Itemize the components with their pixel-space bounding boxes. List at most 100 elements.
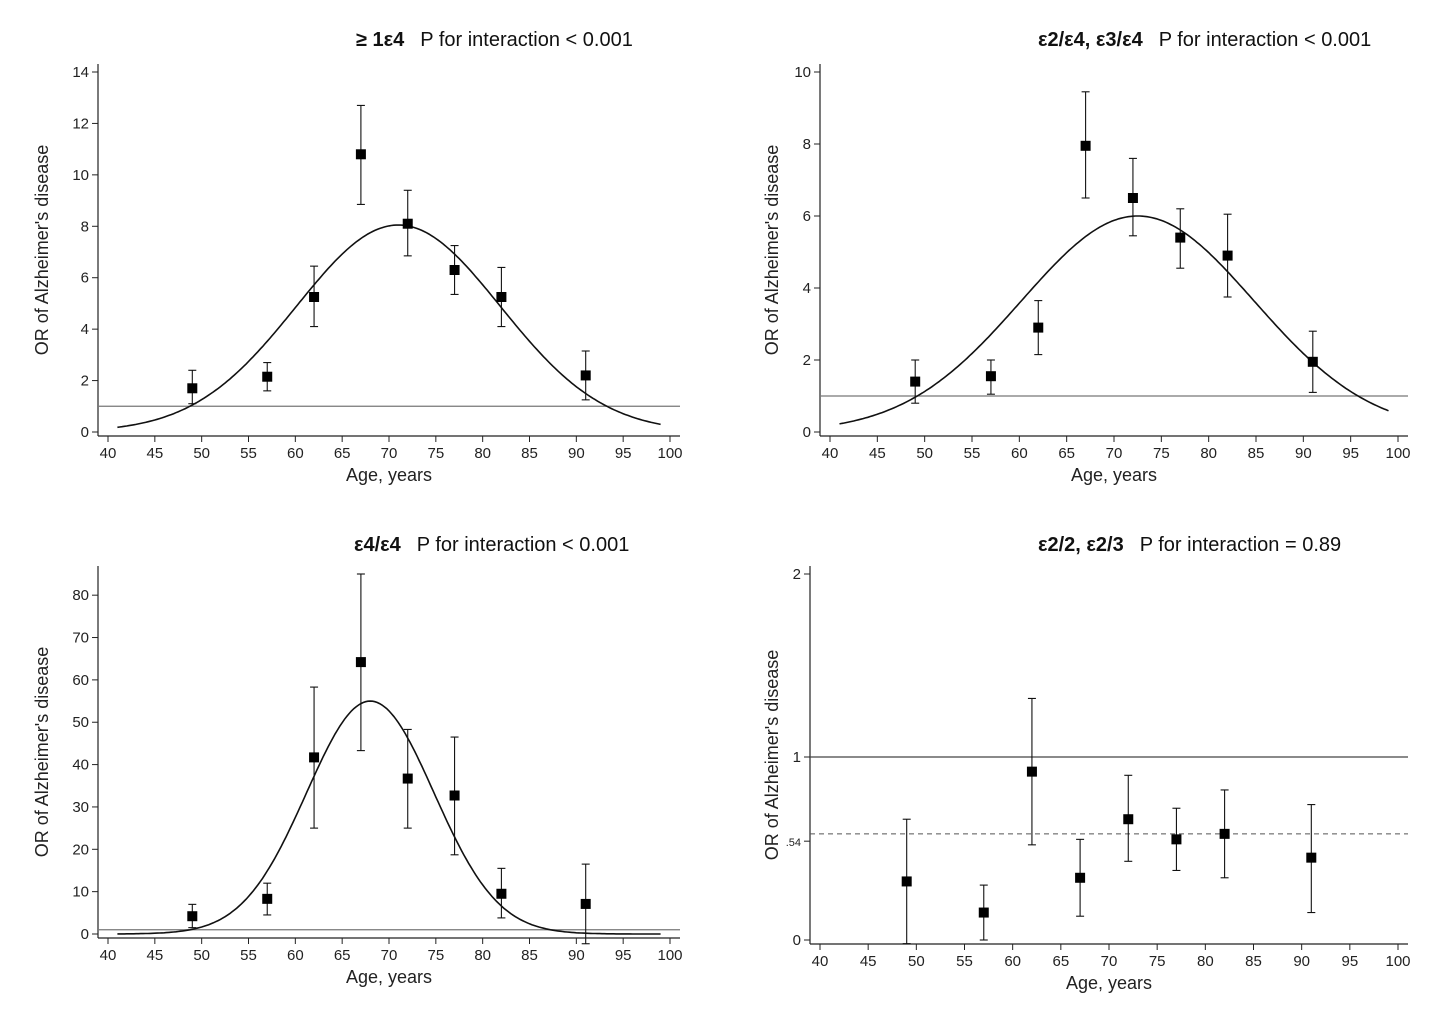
data-point <box>402 773 413 784</box>
x-tick-label: 80 <box>1197 953 1214 970</box>
x-axis-label: Age, years <box>346 967 432 987</box>
x-tick-label: 75 <box>1149 953 1166 970</box>
x-tick-label: 70 <box>1106 445 1123 462</box>
chart-plot-area: 40 45 50 55 60 65 70 75 80 85 90 95 100 0 2 4 6 8 10 12 14 Ag… <box>32 64 683 485</box>
data-point <box>187 383 198 394</box>
chart-title-genotype: ε4/ε4 <box>354 534 401 556</box>
y-tick-label: 12 <box>72 115 89 132</box>
data-point <box>901 876 912 887</box>
data-point <box>355 657 366 668</box>
x-tick-label: 65 <box>334 445 351 462</box>
data-point <box>449 790 460 801</box>
chart-plot-area: 40 45 50 55 60 65 70 75 80 85 90 95 100 0 2 4 6 8 10 Age, y… <box>762 64 1411 485</box>
y-axis-label: OR of Alzheimer's disease <box>32 647 52 858</box>
y-tick-label: 0 <box>81 424 89 441</box>
x-tick-label: 95 <box>615 445 632 462</box>
x-tick-label: 50 <box>193 445 210 462</box>
x-tick-label: 70 <box>1101 953 1118 970</box>
y-tick-label: 2 <box>81 373 89 390</box>
x-tick-label: 85 <box>521 947 538 964</box>
chart-subtitle: P for interaction < 0.001 <box>420 29 633 51</box>
x-tick-label: 75 <box>1153 445 1170 462</box>
chart-panel-e2e4-e3e4: ε2/ε4, ε3/ε4 P for interaction < 0.001 40… <box>738 6 1428 498</box>
chart-title: ε2/2, ε2/3 P for interaction = 0.89 <box>1038 534 1341 557</box>
y-tick-label: 2 <box>793 566 801 583</box>
chart-plot-area: 40 45 50 55 60 65 70 75 80 85 90 95 100 0 .54 1 2 Age, ye… <box>762 566 1411 993</box>
data-point <box>402 218 413 229</box>
x-tick-label: 90 <box>568 445 585 462</box>
x-tick-label: 45 <box>860 953 877 970</box>
x-tick-label: 40 <box>822 445 839 462</box>
x-tick-label: 55 <box>956 953 973 970</box>
y-tick-label: 14 <box>72 64 89 81</box>
x-tick-label: 100 <box>657 947 682 964</box>
chart-title-genotype: ≥ 1ε4 <box>356 29 405 51</box>
data-point <box>309 752 320 763</box>
x-tick-label: 80 <box>474 947 491 964</box>
data-point <box>985 371 996 382</box>
data-point <box>1026 766 1037 777</box>
fitted-curve <box>117 224 661 429</box>
y-tick-label: 6 <box>81 270 89 287</box>
data-point <box>580 898 591 909</box>
chart-title: ε4/ε4 P for interaction < 0.001 <box>354 534 629 557</box>
data-point <box>1219 828 1230 839</box>
chart-title: ≥ 1ε4 P for interaction < 0.001 <box>356 29 633 52</box>
y-tick-label: 40 <box>72 757 89 774</box>
x-tick-label: 90 <box>1293 953 1310 970</box>
y-tick-label: 80 <box>72 587 89 604</box>
x-tick-label: 60 <box>287 445 304 462</box>
data-point <box>580 370 591 381</box>
x-axis-label: Age, years <box>1066 973 1152 993</box>
y-tick-label: 70 <box>72 630 89 647</box>
y-tick-label: 30 <box>72 799 89 816</box>
x-tick-label: 75 <box>427 445 444 462</box>
y-tick-label: 20 <box>72 841 89 858</box>
x-axis-label: Age, years <box>1071 465 1157 485</box>
x-tick-label: 55 <box>964 445 981 462</box>
x-tick-label: 45 <box>869 445 886 462</box>
y-axis-label: OR of Alzheimer's disease <box>762 650 782 861</box>
chart-title: ε2/ε4, ε3/ε4 P for interaction < 0.001 <box>1038 29 1371 52</box>
data-point <box>1127 193 1138 203</box>
data-point <box>1075 872 1086 883</box>
y-tick-label: 60 <box>72 672 89 689</box>
data-point <box>1123 814 1134 825</box>
y-tick-label: 1 <box>793 749 801 766</box>
x-tick-label: 95 <box>1342 445 1359 462</box>
x-tick-label: 50 <box>193 947 210 964</box>
data-point <box>496 888 507 899</box>
y-tick-label: 0 <box>81 926 89 943</box>
x-tick-label: 65 <box>1058 445 1075 462</box>
x-tick-label: 80 <box>474 445 491 462</box>
y-tick-label: 10 <box>794 64 811 81</box>
x-tick-label: 65 <box>334 947 351 964</box>
x-tick-label: 85 <box>1245 953 1262 970</box>
data-point <box>262 371 273 382</box>
y-tick-label: 8 <box>803 136 811 153</box>
y-tick-label: .54 <box>786 837 801 849</box>
y-tick-label: 0 <box>793 932 801 949</box>
chart-title-genotype: ε2/ε4, ε3/ε4 <box>1038 29 1143 51</box>
data-point <box>309 292 320 302</box>
chart-panel-e4e4: ε4/ε4 P for interaction < 0.001 40 45 50 55 6… <box>8 510 708 1006</box>
x-tick-label: 60 <box>1011 445 1028 462</box>
x-tick-label: 45 <box>146 445 163 462</box>
data-point <box>978 907 989 918</box>
x-tick-label: 55 <box>240 445 257 462</box>
y-tick-label: 10 <box>72 884 89 901</box>
x-tick-label: 70 <box>381 947 398 964</box>
chart-subtitle: P for interaction < 0.001 <box>416 534 630 556</box>
x-tick-label: 80 <box>1200 445 1217 462</box>
y-tick-label: 4 <box>81 321 89 338</box>
chart-title-genotype: ε2/2, ε2/3 <box>1038 534 1124 556</box>
y-tick-label: 2 <box>803 352 811 369</box>
chart-subtitle: P for interaction < 0.001 <box>1158 29 1372 51</box>
x-tick-label: 75 <box>427 947 444 964</box>
fitted-curve <box>117 700 661 935</box>
x-tick-label: 65 <box>1052 953 1069 970</box>
x-tick-label: 95 <box>615 947 632 964</box>
y-tick-label: 0 <box>803 424 811 441</box>
x-tick-label: 85 <box>1248 445 1265 462</box>
y-tick-label: 4 <box>803 280 811 297</box>
